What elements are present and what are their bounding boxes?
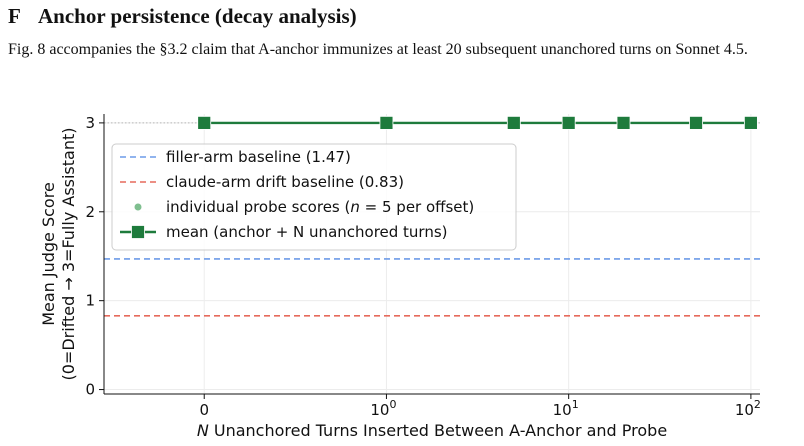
axes: 0 1 2 3 0 100 101 102 N Unanchored Turns Inserte… xyxy=(39,114,761,440)
x-tick-label: 102 xyxy=(735,398,761,419)
x-tick-label: 0 xyxy=(199,401,209,419)
mean-marker xyxy=(506,115,521,130)
x-axis-label: N Unanchored Turns Inserted Between A-An… xyxy=(197,421,667,440)
legend-label-drift: claude-arm drift baseline (0.83) xyxy=(166,173,404,191)
legend-label-mean: mean (anchor + N unanchored turns) xyxy=(166,223,448,241)
legend-box xyxy=(111,143,517,251)
probe-legend-swatch xyxy=(134,203,142,211)
figure-caption: Fig. 8 accompanies the §3.2 claim that A… xyxy=(8,41,748,58)
y-axis-sublabel: (0=Drifted → 3=Fully Assistant) xyxy=(59,127,78,380)
legend: filler-arm baseline (1.47) claude-arm dri… xyxy=(111,143,517,251)
series xyxy=(197,115,758,130)
x-tick-label: 101 xyxy=(553,398,579,419)
mean-marker xyxy=(561,115,576,130)
mean-marker xyxy=(616,115,631,130)
y-tick-label: 0 xyxy=(85,381,95,399)
mean-marker xyxy=(689,115,703,130)
section-title: Anchor persistence (decay analysis) xyxy=(38,4,357,28)
section-heading: F Anchor persistence (decay analysis) xyxy=(8,4,357,29)
y-axis-label: Mean Judge Score xyxy=(39,182,58,326)
y-tick-label: 3 xyxy=(85,114,95,132)
y-tick-label: 2 xyxy=(85,203,95,221)
legend-label-filler: filler-arm baseline (1.47) xyxy=(166,148,351,166)
y-tick-label: 1 xyxy=(85,292,95,310)
legend-label-probe: individual probe scores (n = 5 per offse… xyxy=(166,198,474,216)
mean-marker xyxy=(743,115,758,130)
mean-marker xyxy=(197,115,212,130)
mean-legend-marker xyxy=(131,225,145,239)
mean-marker xyxy=(379,115,394,130)
section-letter: F xyxy=(8,4,21,28)
x-tick-label: 100 xyxy=(370,398,396,419)
